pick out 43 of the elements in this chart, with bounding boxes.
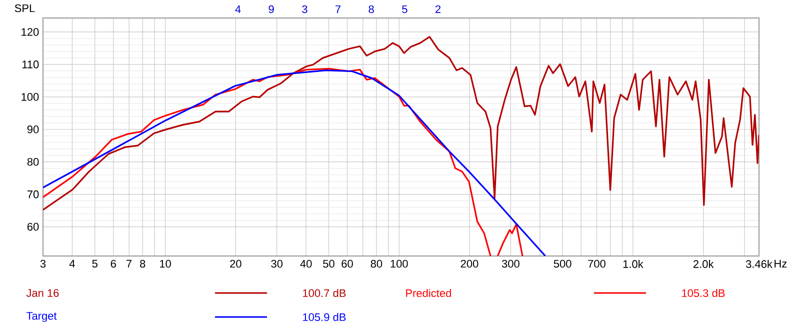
x-axis-title: Hz: [774, 260, 787, 268]
text: Predicted: [406, 288, 451, 298]
y-tick-label: 120: [22, 28, 39, 36]
x-tick-label: 5: [92, 260, 98, 268]
x-tick-label: 80: [370, 260, 382, 268]
x-tick-label: 2.0k: [693, 260, 714, 268]
text: 3: [302, 5, 308, 14]
y-axis-title: SPL: [14, 4, 35, 12]
x-tick-label: 4: [69, 260, 75, 268]
text: Jan 16: [26, 289, 59, 297]
x-tick-label: 40: [300, 260, 312, 268]
x-tick-label: 8: [140, 260, 146, 268]
y-tick-label: 60: [27, 222, 39, 231]
y-tick-label: 110: [22, 60, 39, 68]
x-tick-label: 6: [110, 260, 116, 268]
text: 105.9 dB: [303, 312, 346, 322]
x-tick-label: 300: [502, 260, 520, 268]
text: 7: [336, 5, 341, 13]
x-tick-label: 10: [160, 260, 171, 268]
x-tick-label: 20: [230, 260, 242, 268]
text: 9: [268, 5, 274, 14]
x-tick-label: 60: [342, 260, 353, 268]
y-tick-label: 80: [27, 158, 39, 166]
y-tick-label: 70: [27, 190, 39, 198]
x-tick-label: 100: [390, 260, 408, 268]
x-tick-label: 7: [126, 260, 132, 268]
y-tick-label: 100: [22, 93, 39, 101]
x-tick-label: 200: [460, 260, 478, 268]
text: 4: [235, 5, 241, 13]
x-tick-label: 50: [323, 260, 334, 268]
x-tick-label: 3: [40, 260, 46, 268]
text: Target: [26, 312, 57, 322]
text: 5: [402, 5, 408, 14]
x-tick-label: 1.0k: [623, 260, 644, 268]
text: 100.7 dB: [303, 288, 346, 298]
x-tick-label: 700: [588, 260, 606, 268]
x-tick-label: 30: [271, 260, 283, 268]
x-tick-label: 3.46k: [746, 260, 772, 268]
text: 105.3 dB: [682, 288, 725, 298]
text: 8: [368, 5, 374, 14]
y-tick-label: 90: [27, 125, 39, 134]
text: 2: [435, 5, 441, 13]
x-tick-label: 500: [554, 260, 572, 268]
